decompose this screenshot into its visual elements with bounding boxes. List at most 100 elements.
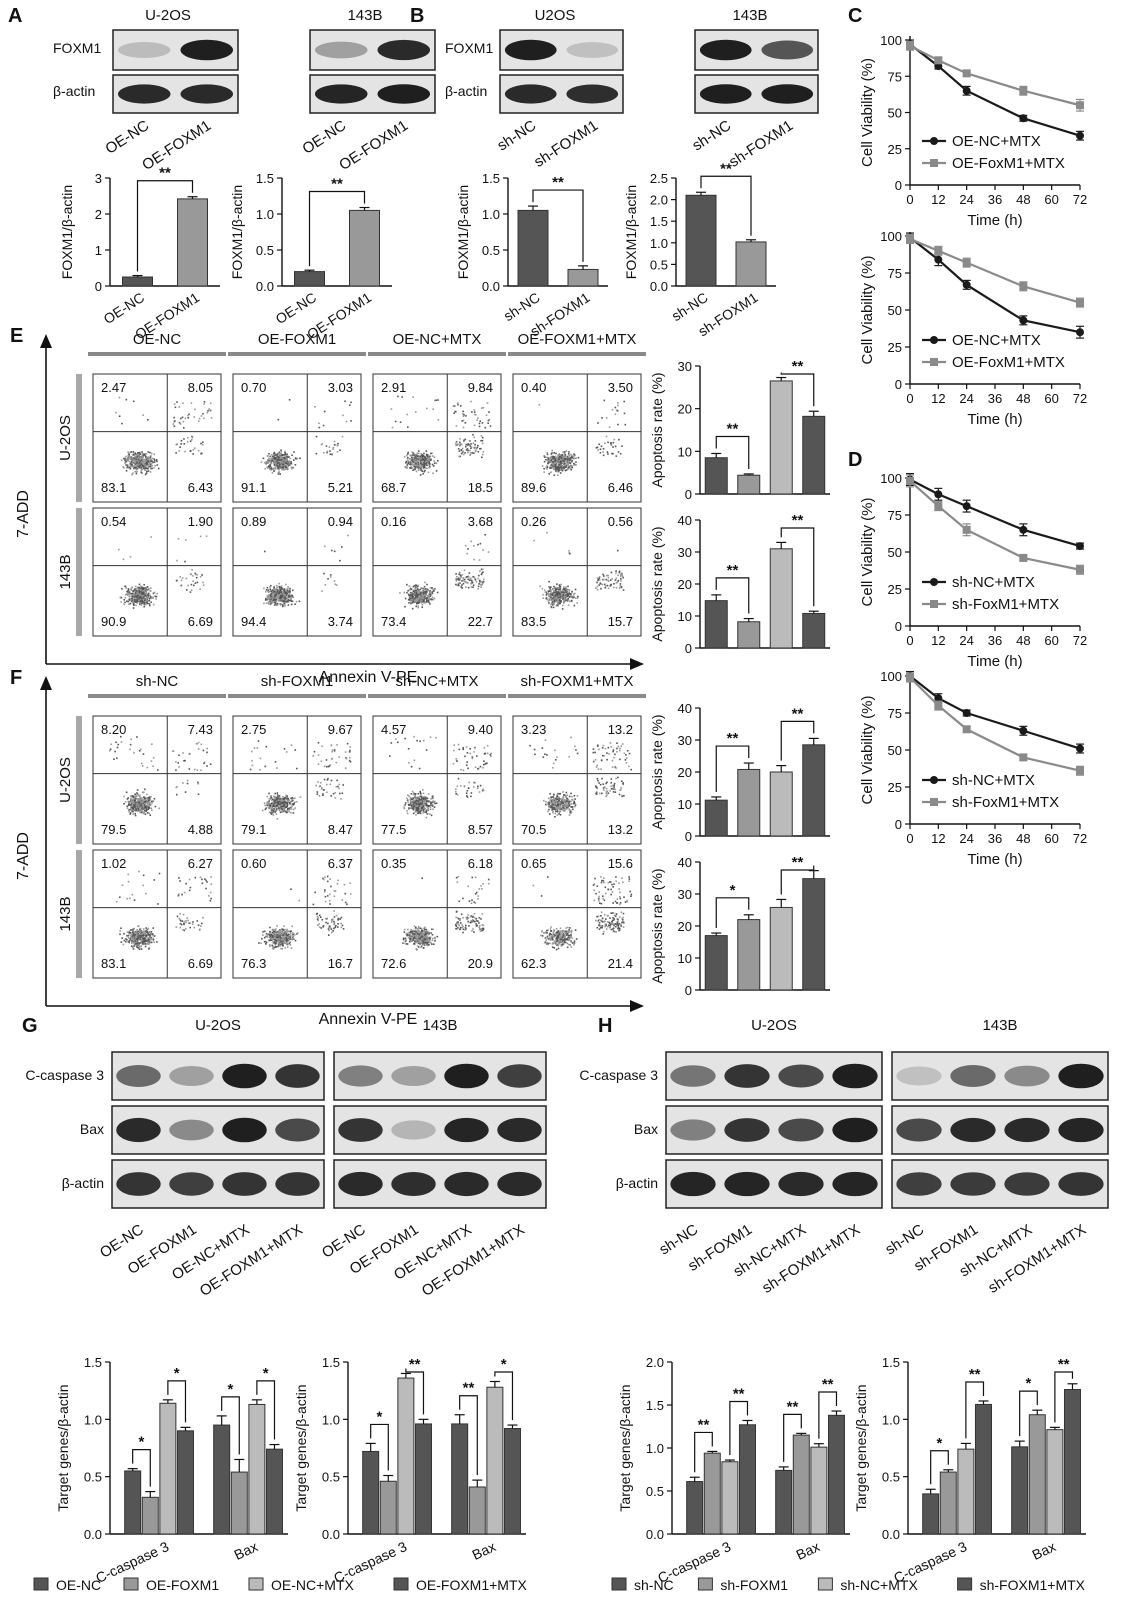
scatter-dot (269, 590, 272, 592)
blot-title: 143B (732, 7, 767, 24)
scatter-dot (150, 795, 152, 798)
scatter-dot (133, 457, 136, 459)
scatter-dot (141, 805, 143, 808)
scatter-dot (269, 596, 272, 598)
x-tick-label: 12 (931, 391, 945, 406)
scatter-dot (409, 587, 412, 590)
scatter-dot (412, 590, 415, 593)
scatter-dot (560, 591, 563, 594)
scatter-dot (128, 453, 130, 456)
scatter-dot (568, 600, 571, 603)
scatter-dot (205, 535, 208, 537)
x-tick-label: 72 (1073, 192, 1087, 207)
scatter-dot (614, 406, 617, 409)
scatter-dot (478, 791, 481, 793)
scatter-dot (410, 592, 413, 595)
scatter-dot (599, 448, 602, 451)
scatter-dot (282, 799, 284, 802)
x-tick-label: 0 (906, 192, 913, 207)
scatter-dot (136, 465, 139, 467)
scatter-dot (414, 794, 417, 797)
scatter-dot (454, 410, 457, 413)
scatter-dot (275, 802, 278, 804)
scatter-dot (291, 805, 293, 808)
scatter-dot (429, 590, 431, 592)
scatter-dot (287, 595, 290, 598)
scatter-dot (294, 464, 297, 466)
scatter-dot (564, 589, 566, 591)
scatter-dot (148, 797, 151, 800)
scatter-dot (129, 556, 132, 558)
scatter-dot (416, 464, 418, 467)
scatter-dot (146, 599, 148, 602)
scatter-dot (140, 762, 143, 765)
scatter-dot (408, 762, 410, 764)
scatter-dot (190, 402, 193, 404)
scatter-dot (426, 595, 429, 597)
scatter-dot (413, 456, 416, 459)
scatter-dot (148, 465, 150, 468)
scatter-dot (558, 585, 561, 587)
scatter-dot (424, 594, 427, 597)
quadrant-value: 1.90 (188, 514, 213, 529)
scatter-dot (604, 442, 606, 444)
scatter-dot (273, 807, 275, 810)
y-tick-label: 0.5 (256, 243, 274, 258)
scatter-dot (281, 594, 284, 597)
scatter-dot (290, 598, 292, 600)
scatter-dot (394, 420, 397, 423)
scatter-dot (277, 799, 280, 802)
scatter-dot (427, 596, 429, 598)
scatter-dot (135, 587, 138, 590)
data-point (906, 234, 914, 243)
scatter-dot (138, 451, 141, 454)
scatter-dot (428, 464, 431, 467)
scatter-dot (341, 792, 344, 795)
scatter-dot (145, 458, 148, 461)
scatter-dot (427, 459, 429, 461)
scatter-dot (267, 461, 270, 464)
scatter-dot (550, 606, 553, 608)
scatter-dot (474, 413, 476, 416)
scatter-dot (131, 800, 134, 803)
scatter-dot (198, 417, 201, 420)
scatter-dot (132, 799, 134, 802)
scatter-dot (142, 806, 144, 808)
scatter-dot (279, 458, 281, 460)
scatter-dot (280, 450, 283, 453)
scatter-dot (461, 447, 464, 450)
scatter-dot (619, 583, 622, 585)
scatter-dot (136, 793, 139, 795)
scatter-dot (417, 591, 420, 594)
scatter-dot (144, 473, 147, 476)
scatter-dot (427, 594, 430, 597)
E-flow-plot-frame (372, 373, 502, 503)
scatter-dot (266, 803, 268, 806)
x-tick-label: 60 (1044, 831, 1058, 846)
scatter-dot (481, 572, 483, 575)
scatter-dot (460, 449, 463, 451)
scatter-dot (147, 596, 150, 598)
scatter-dot (147, 456, 150, 458)
scatter-dot (283, 602, 286, 605)
scatter-dot (180, 439, 183, 442)
blot-row-label: β-actin (445, 83, 487, 99)
scatter-dot (420, 469, 423, 472)
scatter-dot (146, 809, 148, 812)
scatter-dot (560, 462, 563, 464)
scatter-dot (277, 596, 280, 599)
scatter-dot (552, 464, 555, 467)
scatter-dot (552, 457, 554, 460)
scatter-dot (128, 598, 131, 601)
bar (802, 415, 826, 495)
scatter-dot (604, 586, 607, 589)
scatter-dot (143, 458, 146, 461)
scatter-dot (565, 592, 568, 594)
scatter-dot (563, 462, 566, 464)
y-tick-label: 20 (678, 577, 692, 592)
scatter-dot (147, 803, 149, 806)
y-tick-label: 0.0 (482, 279, 500, 294)
scatter-dot (552, 588, 554, 591)
scatter-dot (132, 595, 135, 597)
scatter-dot (276, 589, 278, 591)
